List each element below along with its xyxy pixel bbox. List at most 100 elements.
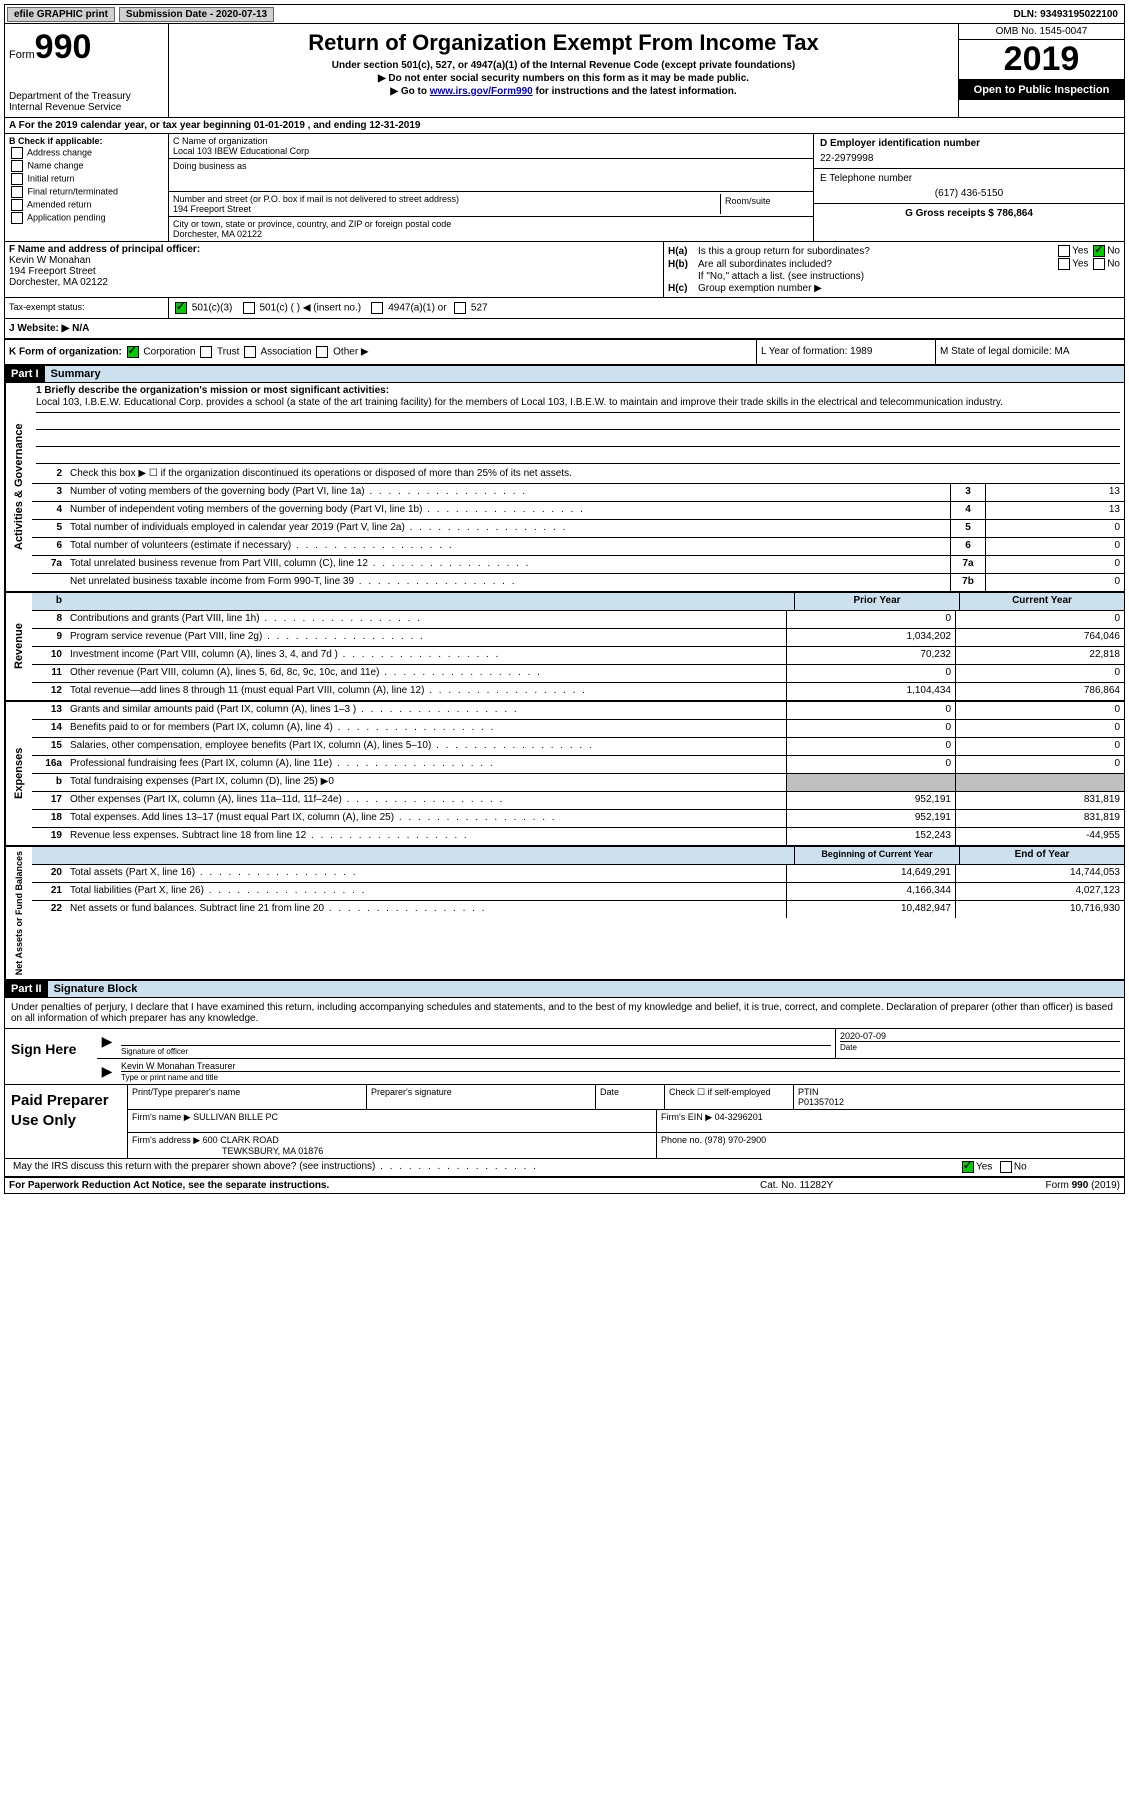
- efile-print-button[interactable]: efile GRAPHIC print: [7, 7, 115, 22]
- ha-yes[interactable]: Yes No: [1056, 245, 1120, 257]
- line2-text: Check this box ▶ ☐ if the organization d…: [66, 466, 1124, 483]
- hb-yes[interactable]: Yes No: [1056, 258, 1120, 270]
- mission-block: 1 Briefly describe the organization's mi…: [32, 383, 1124, 466]
- goto-pre: ▶ Go to: [390, 86, 429, 97]
- table-row: 17Other expenses (Part IX, column (A), l…: [32, 792, 1124, 810]
- expenses-section: Expenses 13Grants and similar amounts pa…: [5, 702, 1124, 847]
- table-row: 3Number of voting members of the governi…: [32, 484, 1124, 502]
- check-final-return[interactable]: Final return/terminated: [9, 186, 164, 198]
- part2-header-row: Part II Signature Block: [5, 981, 1124, 998]
- officer-label: F Name and address of principal officer:: [9, 244, 659, 255]
- tax-exempt-row: Tax-exempt status: 501(c)(3) 501(c) ( ) …: [5, 298, 1124, 319]
- side-tab-revenue: Revenue: [5, 593, 32, 700]
- discuss-text: May the IRS discuss this return with the…: [13, 1161, 375, 1172]
- sign-here-label: Sign Here: [5, 1029, 97, 1084]
- table-row: 13Grants and similar amounts paid (Part …: [32, 702, 1124, 720]
- header-prior-year: Prior Year: [794, 593, 959, 610]
- city-label: City or town, state or province, country…: [173, 219, 809, 229]
- ein-row: D Employer identification number 22-2979…: [814, 134, 1124, 169]
- check-amended-return[interactable]: Amended return: [9, 199, 164, 211]
- header-right: OMB No. 1545-0047 2019 Open to Public In…: [958, 24, 1124, 117]
- section-bcde: B Check if applicable: Address change Na…: [5, 134, 1124, 242]
- check-application-pending[interactable]: Application pending: [9, 212, 164, 224]
- website-label: J Website: ▶: [9, 323, 69, 334]
- preparer-date-label: Date: [596, 1085, 665, 1109]
- dba-label: Doing business as: [173, 161, 809, 171]
- org-name: Local 103 IBEW Educational Corp: [173, 146, 809, 156]
- table-row: 12Total revenue—add lines 8 through 11 (…: [32, 683, 1124, 700]
- irs-label: Internal Revenue Service: [9, 102, 164, 113]
- ha-text: Is this a group return for subordinates?: [698, 246, 870, 257]
- side-tab-governance: Activities & Governance: [5, 383, 32, 591]
- check-4947[interactable]: [371, 302, 383, 314]
- goto-line: ▶ Go to www.irs.gov/Form990 for instruct…: [177, 86, 950, 97]
- form-990-page: efile GRAPHIC print Submission Date - 20…: [4, 4, 1125, 1194]
- dept-treasury: Department of the Treasury: [9, 91, 164, 102]
- check-corporation[interactable]: [127, 346, 139, 358]
- officer-street: 194 Freeport Street: [9, 266, 659, 277]
- goto-post: for instructions and the latest informat…: [533, 86, 737, 97]
- firm-addr1: 600 CLARK ROAD: [203, 1135, 279, 1145]
- k-label: K Form of organization:: [9, 347, 122, 358]
- check-501c3[interactable]: [175, 302, 187, 314]
- check-527[interactable]: [454, 302, 466, 314]
- l-year-formation: L Year of formation: 1989: [756, 340, 935, 364]
- sign-here-block: Sign Here ▶ Signature of officer 2020-07…: [5, 1029, 1124, 1085]
- paid-preparer-block: Paid Preparer Use Only Print/Type prepar…: [5, 1085, 1124, 1159]
- preparer-sig-label: Preparer's signature: [367, 1085, 596, 1109]
- firm-addr2: TEWKSBURY, MA 01876: [132, 1146, 652, 1156]
- check-address-change[interactable]: Address change: [9, 147, 164, 159]
- ein-label: D Employer identification number: [820, 138, 1118, 149]
- table-row: 18Total expenses. Add lines 13–17 (must …: [32, 810, 1124, 828]
- table-row: 7aTotal unrelated business revenue from …: [32, 556, 1124, 574]
- table-row: 22Net assets or fund balances. Subtract …: [32, 901, 1124, 918]
- check-501c[interactable]: [243, 302, 255, 314]
- room-label: Room/suite: [725, 196, 805, 206]
- firm-name: SULLIVAN BILLE PC: [193, 1112, 278, 1122]
- table-row: 20Total assets (Part X, line 16)14,649,2…: [32, 865, 1124, 883]
- discuss-yes[interactable]: [962, 1161, 974, 1173]
- table-row: 14Benefits paid to or for members (Part …: [32, 720, 1124, 738]
- mission-text: Local 103, I.B.E.W. Educational Corp. pr…: [36, 396, 1120, 413]
- row-a-tax-year: A For the 2019 calendar year, or tax yea…: [5, 118, 1124, 134]
- form990-link[interactable]: www.irs.gov/Form990: [430, 86, 533, 97]
- form-label: Form: [9, 49, 35, 61]
- preparer-name-label: Print/Type preparer's name: [128, 1085, 367, 1109]
- part2-title: Signature Block: [48, 983, 138, 995]
- topbar: efile GRAPHIC print Submission Date - 20…: [5, 5, 1124, 24]
- row-klm: K Form of organization: Corporation Trus…: [5, 340, 1124, 366]
- ptin-value: P01357012: [798, 1097, 1120, 1107]
- submission-date-button[interactable]: Submission Date - 2020-07-13: [119, 7, 274, 22]
- governance-section: Activities & Governance 1 Briefly descri…: [5, 383, 1124, 593]
- check-trust[interactable]: [200, 346, 212, 358]
- city-value: Dorchester, MA 02122: [173, 229, 809, 239]
- street-label: Number and street (or P.O. box if mail i…: [173, 194, 720, 204]
- check-name-change[interactable]: Name change: [9, 160, 164, 172]
- phone-row: E Telephone number (617) 436-5150: [814, 169, 1124, 204]
- firm-phone-label: Phone no.: [661, 1135, 702, 1145]
- side-tab-netassets: Net Assets or Fund Balances: [5, 847, 32, 979]
- side-tab-expenses: Expenses: [5, 702, 32, 845]
- self-employed-check[interactable]: Check ☐ if self-employed: [665, 1085, 794, 1109]
- website-value: N/A: [72, 323, 89, 334]
- revenue-section: Revenue b Prior Year Current Year 8Contr…: [5, 593, 1124, 702]
- netassets-section: Net Assets or Fund Balances Beginning of…: [5, 847, 1124, 981]
- phone-label: E Telephone number: [820, 173, 1118, 184]
- check-other[interactable]: [316, 346, 328, 358]
- table-row: Net unrelated business taxable income fr…: [32, 574, 1124, 591]
- footer-paperwork: For Paperwork Reduction Act Notice, see …: [9, 1180, 760, 1191]
- footer: For Paperwork Reduction Act Notice, see …: [5, 1178, 1124, 1193]
- table-row: 8Contributions and grants (Part VIII, li…: [32, 611, 1124, 629]
- ssn-warning: ▶ Do not enter social security numbers o…: [177, 73, 950, 84]
- header-center: Return of Organization Exempt From Incom…: [169, 24, 958, 117]
- ein-value: 22-2979998: [820, 153, 1118, 164]
- check-initial-return[interactable]: Initial return: [9, 173, 164, 185]
- check-association[interactable]: [244, 346, 256, 358]
- firm-ein: 04-3296201: [715, 1112, 763, 1122]
- open-public-badge: Open to Public Inspection: [959, 80, 1124, 100]
- part1-title: Summary: [45, 368, 101, 380]
- sig-date-label: Date: [840, 1041, 1120, 1052]
- form-number: 990: [35, 28, 92, 66]
- col-f-officer: F Name and address of principal officer:…: [5, 242, 663, 297]
- discuss-no[interactable]: [1000, 1161, 1012, 1173]
